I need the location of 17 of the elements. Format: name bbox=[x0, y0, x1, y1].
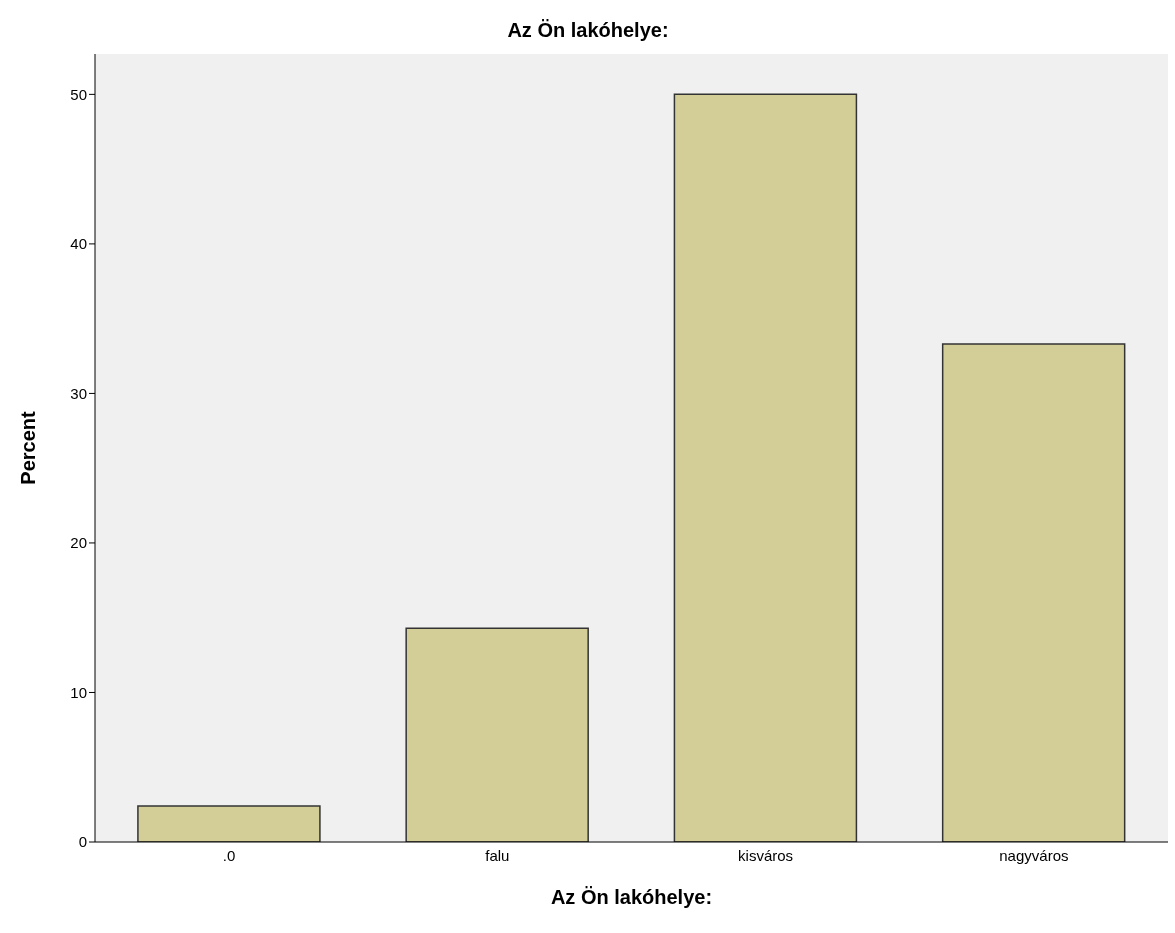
bar bbox=[137, 805, 321, 842]
x-tick-label: nagyváros bbox=[999, 846, 1069, 864]
y-tick-label: 50 bbox=[70, 85, 87, 103]
chart-title: Az Ön lakóhelye: bbox=[506, 18, 670, 43]
y-tick-label: 0 bbox=[78, 833, 87, 851]
bar bbox=[941, 343, 1126, 842]
x-tick-label: falu bbox=[485, 846, 510, 864]
y-axis-title: Percent bbox=[17, 410, 40, 485]
y-tick-label: 10 bbox=[70, 683, 87, 701]
x-axis-title: Az Ön lakóhelye: bbox=[550, 886, 713, 908]
bar bbox=[405, 627, 589, 842]
y-tick-label: 30 bbox=[70, 384, 87, 402]
x-tick-label: .0 bbox=[222, 846, 236, 864]
y-tick-label: 20 bbox=[70, 534, 87, 552]
y-tick-label: 40 bbox=[70, 235, 87, 253]
bar bbox=[673, 93, 858, 842]
x-tick-label: kisváros bbox=[738, 846, 794, 864]
